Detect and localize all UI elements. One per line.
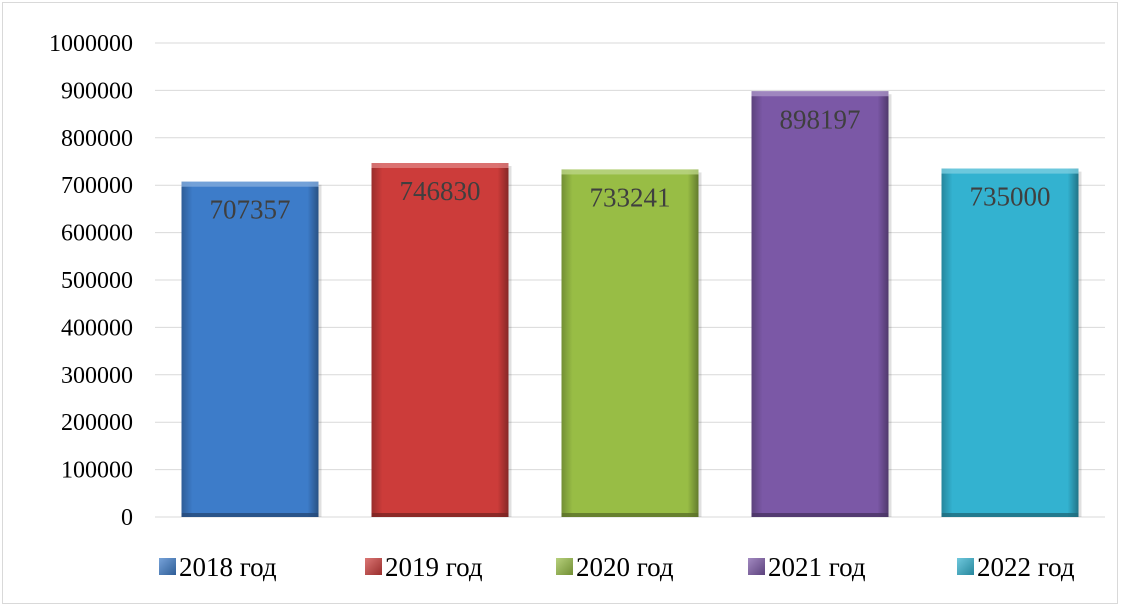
y-tick-label: 1000000 [49,31,133,57]
legend-item: 2018 год [159,552,277,582]
legend-swatch [159,558,176,575]
legend-label: 2018 год [179,552,277,582]
y-axis-ticks: 0 100000 200000 300000 400000 500000 600000 700… [49,31,133,531]
legend-item: 2019 год [365,552,483,582]
y-tick-label: 500000 [61,268,133,294]
legend-label: 2021 год [768,552,866,582]
legend-label: 2022 год [977,552,1075,582]
y-tick-label: 300000 [61,363,133,389]
data-label: 898197 [780,104,861,134]
legend-item: 2021 год [748,552,866,582]
bar [941,168,1082,518]
y-tick-label: 600000 [61,221,133,247]
legend-item: 2020 год [556,552,674,582]
legend-label: 2020 год [576,552,674,582]
legend-swatch [748,558,765,575]
bar [561,169,702,517]
data-label: 707357 [210,195,291,225]
legend-swatch [556,558,573,575]
y-tick-label: 0 [121,505,133,531]
data-label: 746830 [400,176,481,206]
bar [751,91,892,517]
y-tick-label: 400000 [61,315,133,341]
bar [181,181,322,518]
y-tick-label: 900000 [61,78,133,104]
bars [181,91,1082,518]
legend-swatch [365,558,382,575]
y-tick-label: 200000 [61,410,133,436]
data-label: 733241 [590,182,671,212]
legend: 2018 год 2019 год 2020 год 2021 год 2022 год [159,552,1075,582]
legend-swatch [957,558,974,575]
data-labels: 707357 746830 733241 898197 735000 [210,104,1051,224]
bar [371,163,512,518]
y-tick-label: 700000 [61,173,133,199]
data-label: 735000 [970,182,1051,212]
legend-label: 2019 год [385,552,483,582]
y-tick-label: 800000 [61,126,133,152]
y-tick-label: 100000 [61,458,133,484]
legend-item: 2022 год [957,552,1075,582]
